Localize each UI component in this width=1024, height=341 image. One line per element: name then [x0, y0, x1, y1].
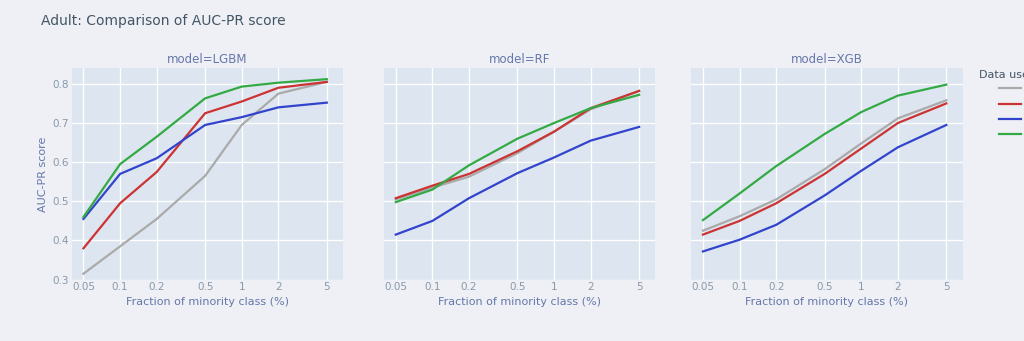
Title: model=XGB: model=XGB	[791, 53, 863, 66]
X-axis label: Fraction of minority class (%): Fraction of minority class (%)	[126, 297, 289, 307]
Text: Adult: Comparison of AUC-PR score: Adult: Comparison of AUC-PR score	[41, 14, 286, 28]
Legend: unbalanced, naive, smotenc, synthetic hybrid: unbalanced, naive, smotenc, synthetic hy…	[979, 70, 1024, 140]
X-axis label: Fraction of minority class (%): Fraction of minority class (%)	[745, 297, 908, 307]
Y-axis label: AUC-PR score: AUC-PR score	[38, 136, 48, 212]
X-axis label: Fraction of minority class (%): Fraction of minority class (%)	[438, 297, 601, 307]
Title: model=LGBM: model=LGBM	[167, 53, 248, 66]
Title: model=RF: model=RF	[489, 53, 550, 66]
